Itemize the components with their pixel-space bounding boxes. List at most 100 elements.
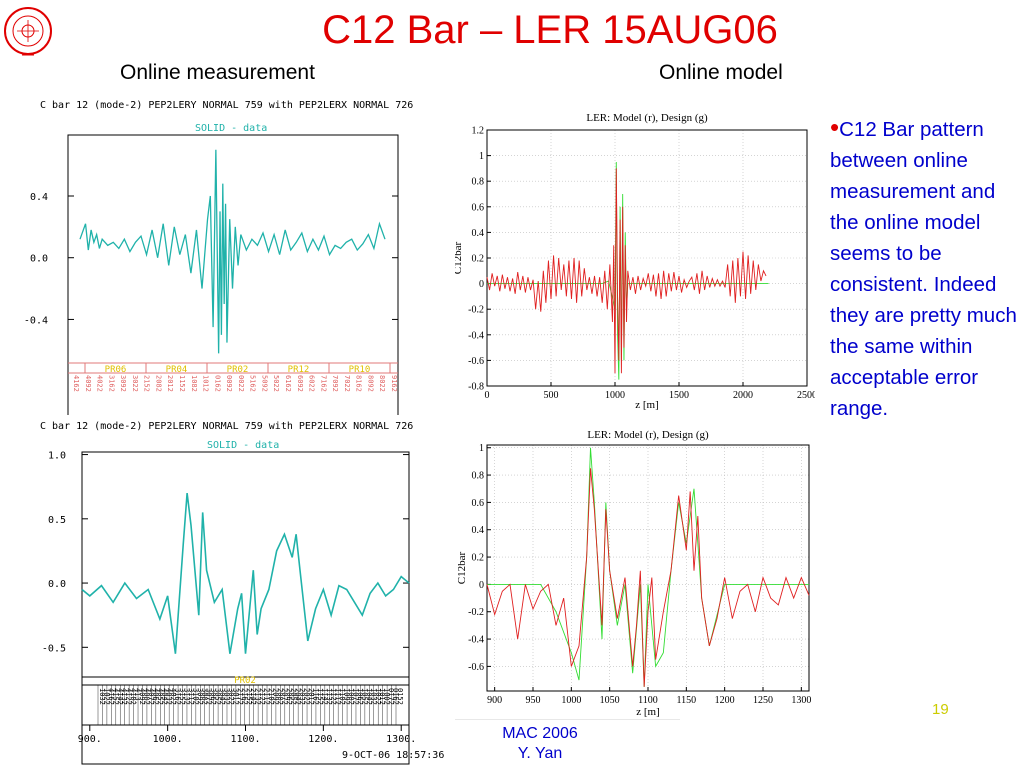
chart-header: C bar 12 (mode-2) PEP2LERY NORMAL 759 wi…	[40, 421, 413, 432]
chart-title: LER: Model (r), Design (g)	[586, 112, 708, 124]
y-tick-label: -0.4	[468, 330, 484, 341]
bpm-label: 3132	[183, 688, 191, 705]
bpm-label: 1002	[383, 688, 391, 705]
x-tick-label: 500	[544, 390, 559, 401]
bpm-label: 3072	[205, 688, 213, 705]
bpm-label: 3012	[231, 688, 239, 705]
measurement-series-line	[79, 149, 386, 354]
bpm-label: 4082	[142, 688, 150, 705]
bpm-label: 2092	[271, 688, 279, 705]
model-chart-zoom: LER: Model (r), Design (g) -0.6 -0.4 -0.2 0…	[456, 429, 811, 718]
bpm-label: 1042	[365, 688, 373, 705]
bpm-label: 3162	[174, 688, 182, 705]
slac-logo-icon	[4, 7, 52, 56]
bpm-label: 2152	[143, 375, 151, 392]
bpm-label: 2102	[267, 688, 275, 705]
bpm-label: 3082	[200, 688, 208, 705]
footer-conference: MAC 2006	[502, 725, 578, 742]
region-label: PR04	[166, 365, 188, 375]
bpm-label: 2162	[240, 688, 248, 705]
bpm-label: 3092	[196, 688, 204, 705]
y-tick-label: 0.0	[30, 254, 48, 265]
x-tick-label: 1050	[600, 695, 620, 706]
bpm-label: 3042	[218, 688, 226, 705]
y-tick-label: 0.4	[30, 192, 48, 203]
bpm-label: 413.	[134, 688, 142, 705]
bpm-label: 3052	[214, 688, 222, 705]
bpm-label: 1032	[369, 688, 377, 705]
bpm-label: 2012	[166, 375, 174, 392]
model-heading: Online model	[659, 61, 783, 84]
y-tick-label: 0.0	[48, 579, 66, 590]
bpm-label: 4162	[72, 375, 80, 392]
plot-frame	[67, 134, 399, 415]
x-tick-label: 1100	[638, 695, 658, 706]
bpm-label: 4072	[147, 688, 155, 705]
bpm-label: 4092	[84, 375, 92, 392]
region-label: PR02	[227, 365, 249, 375]
measurement-series-line	[81, 493, 410, 654]
y-tick-label: 1.2	[472, 126, 485, 137]
y-tick-label: 0.8	[472, 177, 485, 188]
region-label: PR02	[234, 676, 256, 686]
bpm-label: 2122	[258, 688, 266, 705]
x-tick-label: 1000	[561, 695, 581, 706]
bpm-label: 3022	[131, 375, 139, 392]
x-tick-label: 900	[487, 695, 502, 706]
x-tick-label: 1200.	[308, 734, 338, 745]
bpm-label: 6162	[284, 375, 292, 392]
footer: MAC 2006 Y. Yan	[470, 724, 610, 764]
bpm-label: 1152	[316, 688, 324, 705]
bpm-label: 1032	[98, 688, 106, 705]
bpm-label: 4052	[156, 688, 164, 705]
x-tick-label: 1100.	[230, 734, 260, 745]
chart-title: LER: Model (r), Design (g)	[587, 429, 709, 441]
y-tick-label: 0.4	[472, 525, 485, 536]
bpm-label: 2172	[236, 688, 244, 705]
y-tick-label: 0.6	[472, 202, 485, 213]
bpm-label: 0162	[392, 688, 400, 705]
bpm-label: 0162	[213, 375, 221, 392]
bpm-label: 1012	[378, 688, 386, 705]
measurement-chart-zoom: C bar 12 (mode-2) PEP2LERY NORMAL 759 wi…	[40, 421, 444, 765]
timestamp: 9-OCT-06 18:57:36	[342, 750, 444, 761]
bpm-label: 1082	[190, 375, 198, 392]
bpm-label: 7162	[319, 375, 327, 392]
region-label: PR10	[349, 365, 371, 375]
y-tick-label: -0.5	[42, 643, 66, 654]
bpm-label: 2082	[154, 375, 162, 392]
measurement-chart-full: C bar 12 (mode-2) PEP2LERY NORMAL 759 wi…	[24, 100, 413, 415]
bpm-label: 7022	[343, 375, 351, 392]
bpm-label: 4142	[116, 688, 124, 705]
bpm-label: 0022	[237, 375, 245, 392]
bpm-label: 4022	[169, 688, 177, 705]
bpm-label: 0152	[396, 688, 404, 705]
bpm-label: 3022	[227, 688, 235, 705]
bpm-label: 4102	[129, 688, 137, 705]
bpm-label: 3062	[209, 688, 217, 705]
bullet-point: •C12 Bar pattern between online measurem…	[830, 112, 1020, 424]
y-tick-label: 0	[479, 580, 484, 591]
bpm-label: 3152	[178, 688, 186, 705]
bpm-label: 4042	[160, 688, 168, 705]
bpm-label: 3102	[191, 688, 199, 705]
y-tick-label: -0.6	[468, 356, 484, 367]
bullet-dot-icon: •	[830, 112, 840, 142]
chart-header: C bar 12 (mode-2) PEP2LERY NORMAL 759 wi…	[40, 100, 413, 111]
x-tick-label: 1150	[677, 695, 697, 706]
x-axis-label: z [m]	[635, 399, 659, 411]
bpm-label: 4022	[96, 375, 104, 392]
bpm-label: 2082	[276, 688, 284, 705]
bpm-label: 8162	[355, 375, 363, 392]
x-tick-label: 1500	[669, 390, 689, 401]
y-tick-label: -0.6	[468, 662, 484, 673]
y-tick-label: 0.6	[472, 498, 485, 509]
plot-frame	[81, 451, 410, 765]
bpm-label: 8092	[366, 375, 374, 392]
y-tick-label: 0.8	[472, 471, 485, 482]
bpm-label: 1082	[347, 688, 355, 705]
bpm-label: 0172	[387, 688, 395, 705]
bpm-label: 1122	[329, 688, 337, 705]
model-chart-full: LER: Model (r), Design (g) -0.8 -0.6 -0.4 -…	[455, 112, 815, 411]
y-tick-label: 0.2	[472, 553, 485, 564]
